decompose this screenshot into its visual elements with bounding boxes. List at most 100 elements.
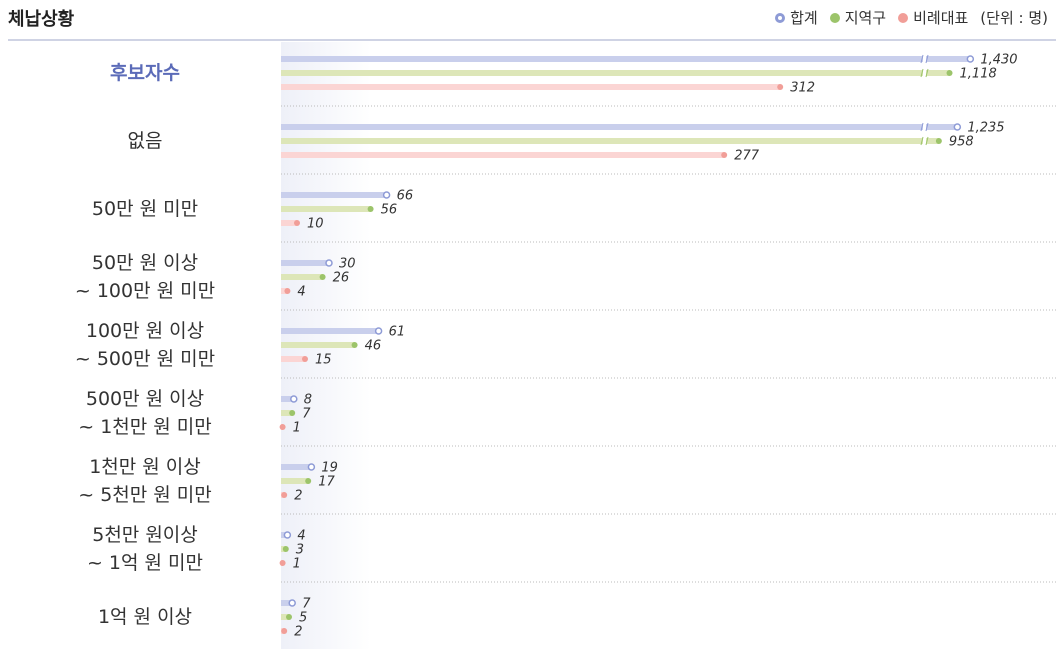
- chart-title: 체납상황: [8, 9, 75, 30]
- bar-end-marker: [289, 410, 296, 416]
- bar-end-marker: [325, 259, 333, 267]
- bar: [281, 56, 971, 62]
- legend-label: 합계: [790, 9, 818, 27]
- category-label: 50만 원 이상 ~ 100만 원 미만: [74, 252, 216, 302]
- category-label: 없음: [127, 130, 163, 152]
- category-label: 5천만 원이상 ~ 1억 원 미만: [86, 524, 204, 574]
- value-label: 1: [293, 421, 301, 436]
- bar: [281, 600, 293, 606]
- bar: [281, 464, 312, 470]
- bar: [281, 152, 725, 158]
- bar: [281, 274, 323, 280]
- bar-end-marker: [286, 614, 292, 620]
- bar: [281, 410, 293, 416]
- value-label: 8: [304, 393, 312, 408]
- axis-break-mark: [920, 136, 929, 146]
- category-label: 후보자수: [110, 62, 180, 84]
- bar-end-marker: [307, 463, 316, 471]
- bar-end-marker: [281, 628, 288, 634]
- value-label: 17: [318, 475, 335, 490]
- value-label: 2: [294, 489, 302, 504]
- bar-end-marker: [953, 123, 962, 131]
- bar: [281, 328, 379, 334]
- value-label: 2: [294, 625, 302, 640]
- category-label: 1천만 원 이상 ~ 5천만 원 미만: [78, 456, 212, 506]
- bar-end-marker: [382, 191, 391, 199]
- value-label: 1,235: [967, 121, 1004, 136]
- value-label: 1,118: [960, 67, 997, 82]
- bar-end-marker: [935, 138, 942, 144]
- value-label: 312: [790, 81, 815, 96]
- legend: 합계 지역구 비례대표 (단위 : 명): [763, 7, 1048, 28]
- bar-end-marker: [283, 531, 292, 539]
- value-label: 46: [365, 339, 382, 354]
- bar-end-marker: [777, 84, 784, 90]
- value-label: 66: [397, 189, 414, 204]
- bar: [281, 614, 289, 620]
- bar-end-marker: [319, 274, 326, 280]
- axis-break-gap: [923, 137, 926, 145]
- value-label: 61: [389, 325, 406, 340]
- axis-break-gap: [923, 123, 926, 131]
- value-label: 56: [381, 203, 398, 218]
- bar-end-marker: [279, 560, 286, 566]
- bar-end-marker: [302, 356, 308, 362]
- bar-end-marker: [367, 206, 374, 212]
- bar-end-marker: [946, 70, 953, 76]
- category-label: 100만 원 이상 ~ 500만 원 미만: [74, 320, 216, 370]
- legend-item: 비례대표: [898, 7, 968, 28]
- bar: [281, 478, 309, 484]
- bar: [281, 138, 939, 144]
- bar: [281, 70, 950, 76]
- bar: [281, 124, 958, 130]
- value-label: 4: [297, 285, 305, 300]
- axis-break-mark: [920, 68, 929, 78]
- bar-end-marker: [290, 395, 298, 403]
- bar-end-marker: [966, 55, 975, 63]
- legend-label: 비례대표: [913, 9, 969, 27]
- value-label: 1,430: [980, 53, 1017, 68]
- bar: [281, 192, 387, 198]
- value-label: 277: [734, 149, 760, 164]
- value-label: 19: [321, 461, 338, 476]
- legend-swatch: [898, 12, 909, 23]
- category-label: 1억 원 이상: [97, 606, 193, 628]
- value-label: 7: [302, 597, 311, 612]
- bar-end-marker: [288, 599, 296, 607]
- value-label: 15: [315, 353, 332, 368]
- legend-item: 지역구: [829, 7, 887, 28]
- bar: [281, 220, 297, 226]
- bar-end-marker: [279, 424, 286, 430]
- value-label: 4: [297, 529, 305, 544]
- axis-break-mark: [920, 54, 929, 64]
- value-label: 3: [296, 543, 304, 558]
- axis-break-gap: [923, 55, 926, 63]
- legend-swatch: [775, 12, 786, 23]
- axis-break-mark: [920, 122, 929, 132]
- bar: [281, 260, 329, 266]
- bar: [281, 342, 355, 348]
- bar-end-marker: [374, 327, 383, 335]
- unit-label: (단위 : 명): [980, 9, 1048, 27]
- bar: [281, 288, 288, 294]
- bar: [281, 206, 371, 212]
- bar-end-marker: [351, 342, 358, 348]
- bar: [281, 356, 305, 362]
- value-label: 1: [293, 557, 301, 572]
- bar-end-marker: [305, 478, 312, 484]
- value-label: 7: [302, 407, 311, 422]
- bar-end-marker: [721, 152, 728, 158]
- category-label: 50만 원 미만: [91, 198, 199, 220]
- bar-end-marker: [284, 288, 291, 294]
- legend-label: 지역구: [844, 9, 887, 27]
- value-label: 30: [339, 257, 356, 272]
- header-rule: [8, 39, 1056, 41]
- bar-end-marker: [281, 492, 288, 498]
- bar-end-marker: [294, 220, 300, 226]
- category-label: 500만 원 이상 ~ 1천만 원 미만: [78, 388, 212, 438]
- bar: [281, 84, 781, 90]
- legend-item: 합계: [775, 7, 818, 28]
- value-label: 5: [299, 611, 307, 626]
- axis-break-gap: [923, 69, 926, 77]
